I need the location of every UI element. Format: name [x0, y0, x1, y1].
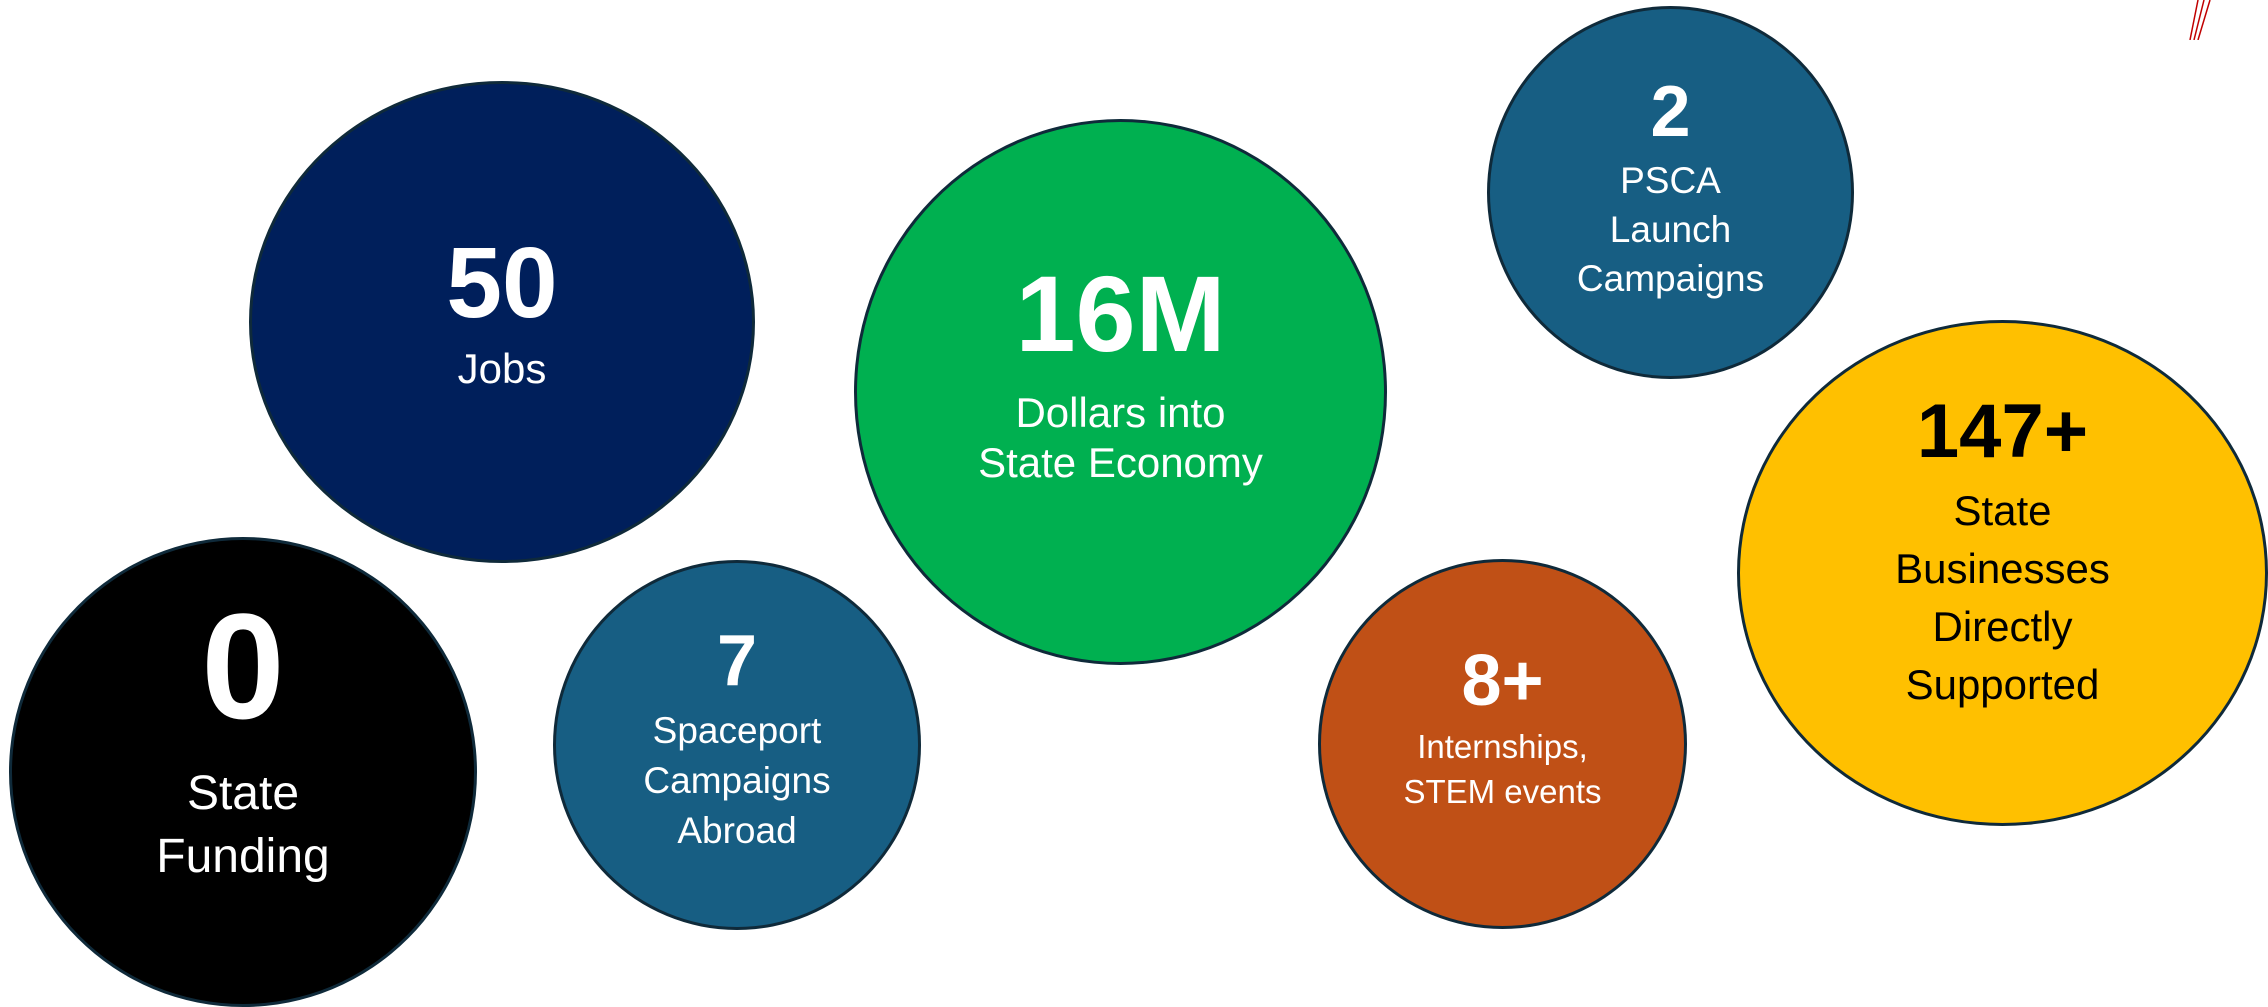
stat-value-businesses: 147+ [1916, 389, 2089, 475]
stat-bubble-spaceport: 7 Spaceport Campaigns Abroad [553, 560, 921, 930]
stat-label-jobs: Jobs [457, 344, 547, 392]
page: { "stats": { "jobs": { "value": "50", "l… [9, 0, 2268, 1007]
stat-label-psca: PSCA Launch Campaigns [1576, 160, 1765, 299]
stat-value-jobs: 50 [446, 226, 558, 339]
stat-bubble-businesses: 147+ State Businesses Directly Supported [1737, 320, 2268, 826]
stat-bubble-economy: 16M Dollars into State Economy [854, 119, 1387, 665]
stat-bubble-internships: 8+ Internships, STEM events [1318, 559, 1687, 929]
stat-label-economy: Dollars into State Economy [978, 389, 1263, 486]
stat-value-economy: 16M [1015, 252, 1226, 374]
stat-bubble-jobs: 50 Jobs [249, 81, 755, 563]
stat-label-funding: State Funding [156, 767, 330, 883]
stat-value-spaceport: 7 [716, 621, 758, 702]
corner-accent-mark [2189, 0, 2211, 40]
stat-label-spaceport: Spaceport Campaigns Abroad [643, 709, 831, 851]
stat-value-internships: 8+ [1461, 640, 1544, 721]
stat-label-businesses: State Businesses Directly Supported [1895, 486, 2110, 708]
stat-bubble-funding: 0 State Funding [9, 537, 477, 1007]
stat-bubble-psca: 2 PSCA Launch Campaigns [1487, 6, 1854, 379]
stat-value-psca: 2 [1650, 72, 1691, 153]
stat-value-funding: 0 [201, 581, 285, 750]
stat-label-internships: Internships, STEM events [1403, 728, 1602, 810]
